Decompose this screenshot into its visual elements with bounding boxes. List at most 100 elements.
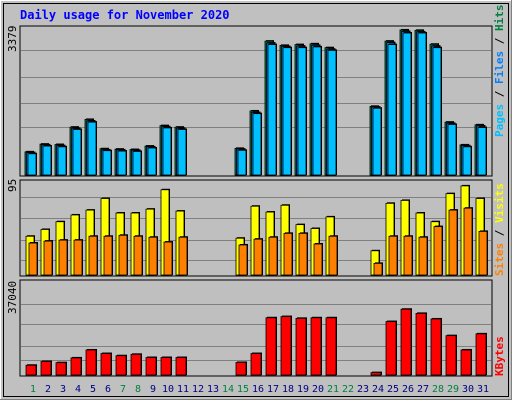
bar-kbytes [310, 317, 322, 376]
bar-sites [118, 234, 128, 276]
y-max-label-top: 3379 [6, 26, 19, 53]
x-tick-label: 5 [90, 384, 96, 395]
x-tick-label: 1 [30, 384, 36, 395]
bar-sites [103, 235, 113, 276]
x-tick-label: 7 [120, 384, 126, 395]
x-tick-label: 18 [282, 384, 294, 395]
bar-sites [373, 262, 383, 276]
bar-pages [147, 147, 157, 176]
bar-kbytes [370, 372, 382, 376]
bar-kbytes [160, 357, 172, 376]
legend-item: Hits [493, 5, 506, 32]
bar-kbytes [280, 316, 292, 376]
bar-sites [463, 207, 473, 276]
x-tick-label: 11 [177, 384, 189, 395]
bar-pages [282, 47, 292, 176]
bar-sites [88, 235, 98, 276]
bar-pages [462, 146, 472, 176]
bar-sites [178, 236, 188, 276]
bar-pages [237, 149, 247, 176]
x-tick-label: 21 [327, 384, 339, 395]
x-tick-label: 24 [372, 384, 384, 395]
bar-pages [117, 150, 127, 176]
bar-sites [403, 235, 413, 276]
bar-kbytes [325, 317, 337, 376]
x-tick-label: 26 [402, 384, 414, 395]
legend-item: Visits [493, 183, 506, 223]
x-tick-label: 16 [252, 384, 264, 395]
bar-pages [57, 146, 67, 176]
x-tick-label: 14 [222, 384, 234, 395]
bar-kbytes [115, 355, 127, 376]
bar-kbytes [70, 357, 82, 376]
legend-item: Pages [493, 104, 506, 137]
bar-sites [328, 235, 338, 276]
x-tick-label: 9 [150, 384, 156, 395]
bar-pages [72, 129, 82, 176]
x-tick-label: 6 [105, 384, 111, 395]
x-tick-label: 10 [162, 384, 174, 395]
x-tick-label: 4 [75, 384, 81, 395]
x-tick-label: 27 [417, 384, 429, 395]
bar-pages [42, 145, 52, 176]
x-tick-label: 22 [342, 384, 354, 395]
bar-pages [252, 113, 262, 176]
bar-kbytes [265, 317, 277, 376]
bar-pages [477, 127, 487, 176]
bar-sites [133, 235, 143, 276]
bar-sites [388, 235, 398, 276]
x-tick-label: 13 [207, 384, 219, 395]
x-tick-label: 23 [357, 384, 369, 395]
x-tick-label: 31 [477, 384, 489, 395]
bar-pages [177, 129, 187, 176]
bar-pages [402, 32, 412, 176]
bar-kbytes [445, 335, 457, 376]
bar-kbytes [25, 364, 37, 376]
bar-sites [28, 242, 38, 276]
x-tick-label: 15 [237, 384, 249, 395]
bar-pages [132, 151, 142, 176]
bar-pages [312, 46, 322, 176]
bar-kbytes [460, 349, 472, 376]
legend-sites-visits: Sites / Visits [493, 183, 506, 276]
legend-kbytes: KBytes [493, 336, 506, 376]
bar-sites [298, 232, 308, 276]
chart-title: Daily usage for November 2020 [20, 8, 230, 22]
bar-pages [297, 47, 307, 176]
bar-sites [433, 226, 443, 276]
bar-kbytes [145, 357, 157, 376]
y-max-label-bottom: 37040 [6, 281, 19, 314]
x-tick-label: 2 [45, 384, 51, 395]
legend-separator: / [493, 84, 506, 104]
bar-sites [478, 231, 488, 276]
bar-sites [448, 209, 458, 276]
bar-kbytes [100, 353, 112, 376]
bar-pages [372, 107, 382, 176]
legend-separator: / [493, 31, 506, 51]
x-tick-label: 17 [267, 384, 279, 395]
x-tick-label: 8 [135, 384, 141, 395]
bar-pages [432, 47, 442, 176]
bar-pages [387, 44, 397, 176]
bar-sites [163, 241, 173, 276]
bar-pages [27, 153, 37, 176]
bar-kbytes [430, 318, 442, 376]
bar-kbytes [295, 317, 307, 376]
bar-pages [102, 150, 112, 176]
x-tick-label: 3 [60, 384, 66, 395]
legend-item: KBytes [493, 336, 506, 376]
legend-item: Files [493, 51, 506, 84]
bar-sites [268, 236, 278, 276]
bar-kbytes [385, 321, 397, 376]
bar-sites [43, 240, 53, 276]
bar-kbytes [40, 361, 52, 376]
legend-separator: / [493, 223, 506, 243]
bar-sites [313, 243, 323, 276]
y-max-label-middle: 95 [6, 179, 19, 192]
bar-sites [253, 238, 263, 276]
bar-kbytes [130, 353, 142, 376]
bar-kbytes [235, 362, 247, 376]
bar-pages [447, 124, 457, 176]
bar-kbytes [475, 333, 487, 376]
